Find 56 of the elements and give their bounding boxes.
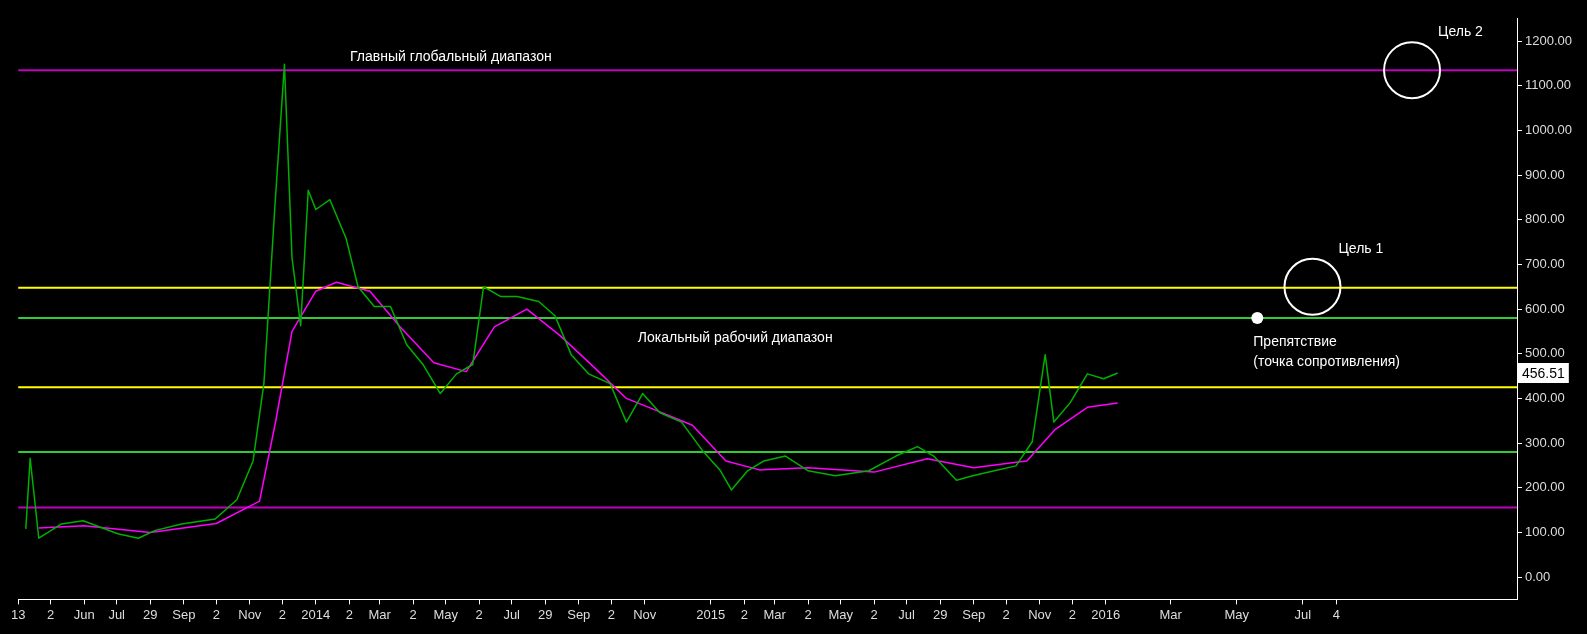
- x-tick-label: 2014: [301, 606, 331, 622]
- annotation: Цель 1: [1338, 239, 1384, 256]
- annotation: Цель 2: [1438, 23, 1484, 40]
- x-tick-label: Mar: [1159, 606, 1183, 622]
- x-tick-label: Jul: [898, 606, 916, 622]
- x-tick-label: Jul: [503, 606, 521, 622]
- x-tick-label: May: [433, 606, 459, 622]
- annotation: Главный глобальный диапазон: [349, 48, 552, 65]
- x-tick-label: May: [828, 606, 854, 622]
- x-tick-label: 2: [47, 606, 55, 622]
- x-tick-label: Jul: [1294, 606, 1312, 622]
- x-tick-label: Sep: [962, 606, 986, 622]
- x-tick-label: 29: [143, 606, 158, 622]
- x-tick-label: 29: [932, 606, 948, 622]
- x-tick-label: Mar: [763, 606, 787, 622]
- x-tick-label: 13: [11, 606, 26, 622]
- x-tick-label: 2: [870, 606, 878, 622]
- x-tick-label: Sep: [567, 606, 591, 622]
- x-tick-label: 4: [1332, 606, 1340, 622]
- x-tick-label: Nov: [1028, 606, 1052, 622]
- x-tick-label: 2: [804, 606, 812, 622]
- x-tick-label: 29: [538, 606, 553, 622]
- x-tick-label: 2016: [1091, 606, 1121, 622]
- x-tick-label: 2: [475, 606, 483, 622]
- annotation: Препятствие (точка сопротивления): [1253, 333, 1400, 370]
- x-tick-label: 2: [278, 606, 286, 622]
- y-tick-label: 1200.00: [1525, 32, 1573, 48]
- x-tick-label: 2: [212, 606, 220, 622]
- y-tick-label: 200.00: [1525, 479, 1565, 495]
- y-tick-label: 300.00: [1525, 434, 1565, 450]
- x-tick-label: 2: [740, 606, 748, 622]
- x-tick-label: 2: [409, 606, 417, 622]
- x-tick-label: 2: [607, 606, 615, 622]
- x-tick-label: Nov: [238, 606, 262, 622]
- x-tick-label: Jul: [108, 606, 126, 622]
- text: 456.51: [1522, 364, 1566, 381]
- x-tick-label: Nov: [633, 606, 657, 622]
- y-tick-label: 900.00: [1525, 166, 1565, 182]
- x-tick-label: 2: [1002, 606, 1010, 622]
- annotation: Локальный рабочий диапазон: [637, 329, 833, 346]
- y-tick-label: 700.00: [1525, 256, 1565, 272]
- y-tick-label: 1100.00: [1525, 77, 1572, 93]
- y-tick-label: 800.00: [1525, 211, 1565, 227]
- x-tick-label: Jun: [73, 606, 95, 622]
- x-tick-label: Mar: [368, 606, 392, 622]
- x-tick-label: 2: [345, 606, 353, 622]
- y-tick-label: 0.00: [1525, 568, 1551, 584]
- x-tick-label: Sep: [172, 606, 196, 622]
- y-tick-label: 400.00: [1525, 390, 1565, 405]
- y-tick-label: 100.00: [1525, 523, 1565, 539]
- x-tick-label: May: [1224, 606, 1250, 622]
- y-tick-label: 1000.00: [1525, 122, 1573, 138]
- y-tick-label: 500.00: [1525, 345, 1565, 361]
- y-tick-label: 600.00: [1525, 300, 1565, 316]
- x-tick-label: 2015: [696, 606, 726, 622]
- x-tick-label: 2: [1068, 606, 1076, 622]
